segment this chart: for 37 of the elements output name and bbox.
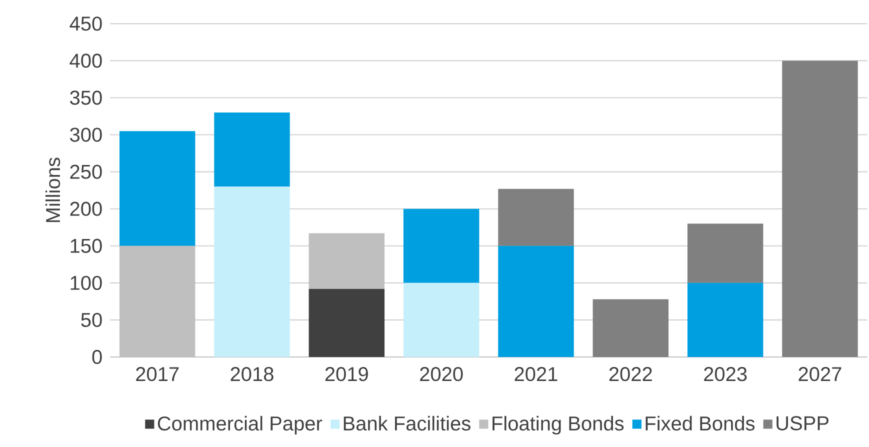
y-axis-title: Millions (45, 158, 60, 222)
y-tick-label: 150 (70, 238, 102, 253)
x-tick-label: 2018 (230, 367, 274, 382)
y-tick-label: 100 (70, 276, 102, 290)
x-tick-label: 2023 (704, 367, 747, 382)
y-tick-label: 350 (70, 90, 102, 105)
legend-label: USPP (776, 416, 828, 430)
y-tick-label: 250 (70, 164, 102, 179)
bar (308, 288, 385, 357)
y-tick-label: 50 (81, 312, 102, 328)
x-tick-label: 2027 (798, 367, 842, 382)
bar (308, 233, 385, 289)
legend-label: Fixed Bonds (646, 416, 755, 431)
legend-label: Floating Bonds (492, 416, 624, 435)
y-tick-label: 400 (70, 54, 102, 68)
bar (214, 112, 290, 187)
bar (782, 60, 858, 357)
bar (119, 131, 196, 246)
bar (214, 186, 290, 357)
x-tick-label: 2020 (420, 367, 463, 382)
x-tick-label: 2021 (514, 367, 558, 382)
bar (592, 299, 669, 357)
x-tick-label: 2017 (136, 367, 179, 382)
bar (498, 188, 574, 246)
bar (687, 282, 764, 357)
bar (403, 208, 480, 283)
bar (498, 246, 574, 357)
bar (403, 282, 480, 357)
bar (687, 224, 764, 283)
x-tick-label: 2019 (325, 367, 368, 382)
y-tick-label: 450 (70, 16, 102, 31)
legend-label: Bank Facilities (344, 416, 470, 431)
y-tick-label: 300 (70, 128, 102, 142)
y-tick-label: 0 (92, 350, 102, 364)
legend-label: Commercial Paper (158, 416, 322, 435)
x-tick-label: 2022 (609, 367, 652, 382)
y-tick-label: 200 (70, 202, 102, 216)
